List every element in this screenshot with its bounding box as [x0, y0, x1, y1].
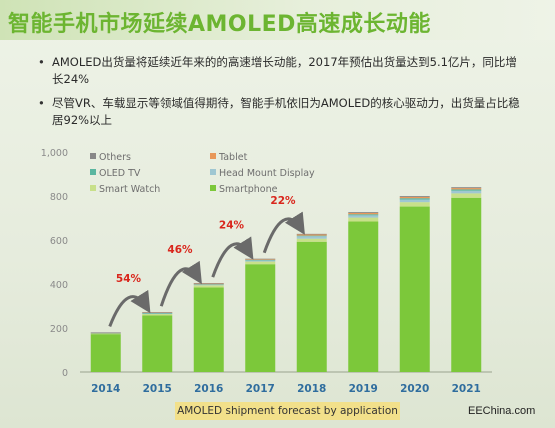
legend-label: OLED TV: [99, 168, 141, 179]
bar-segment-oled-tv: [142, 313, 173, 314]
bar-segment-smart-watch: [399, 202, 430, 207]
bar-segment-head-mount-display: [142, 313, 173, 315]
bar-segment-tablet: [296, 234, 327, 236]
bar-segment-smartphone: [142, 315, 173, 372]
growth-arrow: [262, 211, 305, 254]
bar-segment-oled-tv: [348, 214, 379, 216]
bar-segment-smart-watch: [193, 285, 224, 288]
growth-label: 24%: [219, 220, 245, 232]
bar-segment-head-mount-display: [193, 284, 224, 286]
bar-segment-head-mount-display: [348, 215, 379, 218]
legend-swatch: [90, 153, 96, 159]
y-tick-label: 0: [62, 368, 68, 379]
x-tick-label: 2019: [349, 383, 378, 395]
bar-segment-smartphone: [451, 197, 482, 372]
bar-segment-smart-watch: [296, 238, 327, 242]
bar-segment-smartphone: [348, 221, 379, 372]
bar-segment-head-mount-display: [451, 190, 482, 194]
y-tick-label: 1,000: [41, 148, 68, 159]
bar-segment-smartphone: [193, 287, 224, 372]
legend-label: Head Mount Display: [219, 168, 315, 179]
bar-segment-tablet: [245, 258, 276, 260]
x-tick-label: 2015: [143, 383, 172, 395]
x-tick-label: 2021: [452, 383, 481, 395]
y-tick-label: 200: [50, 324, 68, 335]
bar-segment-others: [142, 312, 173, 313]
bar-segment-smart-watch: [90, 333, 121, 335]
bar-segment-smartphone: [245, 264, 276, 372]
legend-swatch: [90, 169, 96, 175]
growth-label: 46%: [167, 244, 193, 256]
y-tick-label: 400: [50, 280, 68, 291]
slide-title: 智能手机市场延续AMOLED高速成长动能: [8, 12, 431, 37]
bar-segment-head-mount-display: [399, 199, 430, 203]
bar-segment-smart-watch: [245, 261, 276, 265]
bullet-item: 尽管VR、车载显示等领域值得期待，智能手机依旧为AMOLED的核心驱动力，出货量…: [38, 95, 528, 129]
watermark: EEChina.com: [468, 405, 536, 417]
growth-label: 54%: [116, 273, 142, 285]
x-tick-label: 2014: [91, 383, 120, 395]
bar-segment-head-mount-display: [296, 236, 327, 239]
bar-segment-oled-tv: [245, 259, 276, 261]
bar-segment-others: [90, 332, 121, 333]
x-tick-label: 2020: [400, 383, 429, 395]
growth-arrow: [159, 260, 202, 307]
legend-swatch: [90, 185, 96, 191]
x-tick-label: 2018: [297, 383, 326, 395]
legend-swatch: [210, 185, 216, 191]
bar-segment-others: [451, 187, 482, 189]
bar-segment-head-mount-display: [245, 260, 276, 262]
bar-segment-oled-tv: [451, 189, 482, 191]
chart-title: AMOLED shipment forecast by application: [175, 402, 400, 420]
legend-label: Tablet: [218, 152, 248, 163]
bar-segment-others: [245, 258, 276, 260]
bullet-list: AMOLED出货量将延续近年来的的高速增长动能，2017年预估出货量达到5.1亿…: [38, 54, 528, 136]
bar-segment-oled-tv: [399, 198, 430, 200]
bar-segment-oled-tv: [296, 235, 327, 237]
legend-swatch: [210, 169, 216, 175]
bar-segment-tablet: [451, 188, 482, 190]
bar-segment-smartphone: [90, 334, 121, 372]
growth-arrow: [211, 236, 254, 278]
bullet-item: AMOLED出货量将延续近年来的的高速增长动能，2017年预估出货量达到5.1亿…: [38, 54, 528, 88]
legend-label: Smartphone: [219, 184, 278, 195]
x-tick-label: 2017: [246, 383, 275, 395]
bar-segment-others: [296, 233, 327, 235]
legend-swatch: [210, 153, 216, 159]
legend-label: Smart Watch: [99, 184, 160, 195]
bar-segment-oled-tv: [90, 333, 121, 334]
bar-segment-oled-tv: [193, 284, 224, 285]
bar-segment-others: [348, 212, 379, 213]
bar-segment-smart-watch: [451, 193, 482, 198]
bar-segment-smart-watch: [142, 313, 173, 316]
bar-segment-smartphone: [296, 241, 327, 372]
growth-arrow: [108, 289, 151, 327]
y-tick-label: 600: [50, 236, 68, 247]
y-tick-label: 800: [50, 192, 68, 203]
legend-label: Others: [99, 152, 131, 163]
bar-segment-others: [399, 196, 430, 197]
bar-segment-others: [193, 283, 224, 284]
x-tick-label: 2016: [194, 383, 223, 395]
bar-segment-tablet: [399, 196, 430, 199]
bar-segment-tablet: [348, 212, 379, 215]
bar-segment-smartphone: [399, 206, 430, 372]
bar-segment-tablet: [193, 283, 224, 285]
title-bar: [0, 0, 555, 40]
bar-segment-smart-watch: [348, 217, 379, 222]
growth-label: 22%: [270, 195, 296, 207]
